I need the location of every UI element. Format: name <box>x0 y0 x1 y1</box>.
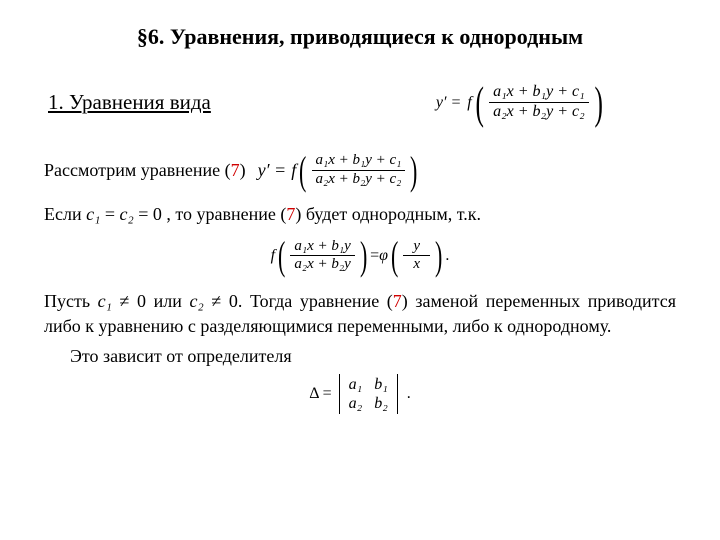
eq2-fraction: a₁x + b₁y + c₁ a₂x + b₂y + c₂ <box>312 153 406 188</box>
sym-c1-2: c₁ <box>98 291 112 311</box>
eq-fraction: a₁x + b₁y + c₁ a₂x + b₂y + c₂ <box>489 84 589 121</box>
eq3-func: f <box>271 247 275 265</box>
eq-den: a₂x + b₂y + c₂ <box>489 104 589 121</box>
eq2-func: f <box>291 160 296 181</box>
sym-c2-2: c₂ <box>189 291 203 311</box>
line-nonzero: Пусть c₁ ≠ 0 или c₂ ≠ 0. Тогда уравнение… <box>44 289 676 338</box>
txt3-a: Пусть <box>44 291 98 311</box>
eq3-num: a₁x + b₁y <box>290 239 354 255</box>
eq3-dot: . <box>445 247 449 265</box>
line-if-zero: Если c₁ = c₂ = 0 , то уравнение (7) буде… <box>44 202 676 226</box>
det-b2: b₂ <box>368 394 394 413</box>
eq-func: f <box>467 94 471 112</box>
subtitle-row: 1. Уравнения вида y′ = f ( a₁x + b₁y + c… <box>44 76 676 129</box>
eq3-fraction-left: a₁x + b₁y a₂x + b₂y <box>290 239 354 274</box>
det-delta: Δ = <box>309 385 331 403</box>
eq3-fraction-right: y x <box>403 239 430 274</box>
txt-if-d: ) будет однородным, т.к. <box>295 204 481 224</box>
txt-if-c: = 0 , то уравнение ( <box>134 204 287 224</box>
txt3-b: ≠ 0 или <box>112 291 190 311</box>
eq-num: a₁x + b₁y + c₁ <box>489 84 589 101</box>
sym-c2-1: c₂ <box>120 204 134 224</box>
section-title: §6. Уравнения, приводящиеся к однородным <box>44 24 676 50</box>
txt-if-b: = <box>100 204 119 224</box>
eq3-den: a₂x + b₂y <box>290 257 354 273</box>
eq3-yden: x <box>403 257 430 273</box>
eq2-num: a₁x + b₁y + c₁ <box>312 153 406 169</box>
eq2-lhs: y′ = <box>258 160 287 181</box>
det-dot: . <box>407 385 411 403</box>
eq2-den: a₂x + b₂y + c₂ <box>312 172 406 188</box>
eq3-phi: φ <box>379 247 388 265</box>
determinant: a₁ a₂ b₁ b₂ <box>336 374 401 414</box>
line-determinant: Это зависит от определителя <box>44 344 676 368</box>
determinant-equation: Δ = a₁ a₂ b₁ b₂ . <box>44 374 676 414</box>
main-equation: y′ = f ( a₁x + b₁y + c₁ a₂x + b₂y + c₂ ) <box>436 76 606 129</box>
det-a2: a₂ <box>343 394 369 413</box>
inline-equation: y′ = f ( a₁x + b₁y + c₁ a₂x + b₂y + c₂ ) <box>258 147 421 194</box>
line-consider: Рассмотрим уравнение (7) y′ = f ( a₁x + … <box>44 147 676 194</box>
det-b1: b₁ <box>368 375 394 394</box>
eq-lhs: y′ = <box>436 94 461 112</box>
homogeneous-equation: f ( a₁x + b₁y a₂x + b₂y ) = φ ( y x ) . <box>44 232 676 279</box>
ref-7-3: 7 <box>393 291 402 311</box>
txt-if-a: Если <box>44 204 86 224</box>
text-consider-b: ) <box>240 160 246 181</box>
ref-7-1: 7 <box>231 160 240 181</box>
eq3-ynum: y <box>403 239 430 255</box>
txt3-c: ≠ 0. Тогда уравнение ( <box>204 291 393 311</box>
sym-c1-1: c₁ <box>86 204 100 224</box>
subtitle: 1. Уравнения вида <box>48 90 211 115</box>
eq3-eq: = <box>370 247 379 265</box>
text-consider-a: Рассмотрим уравнение ( <box>44 160 231 181</box>
page: §6. Уравнения, приводящиеся к однородным… <box>0 0 720 414</box>
det-a1: a₁ <box>343 375 369 394</box>
